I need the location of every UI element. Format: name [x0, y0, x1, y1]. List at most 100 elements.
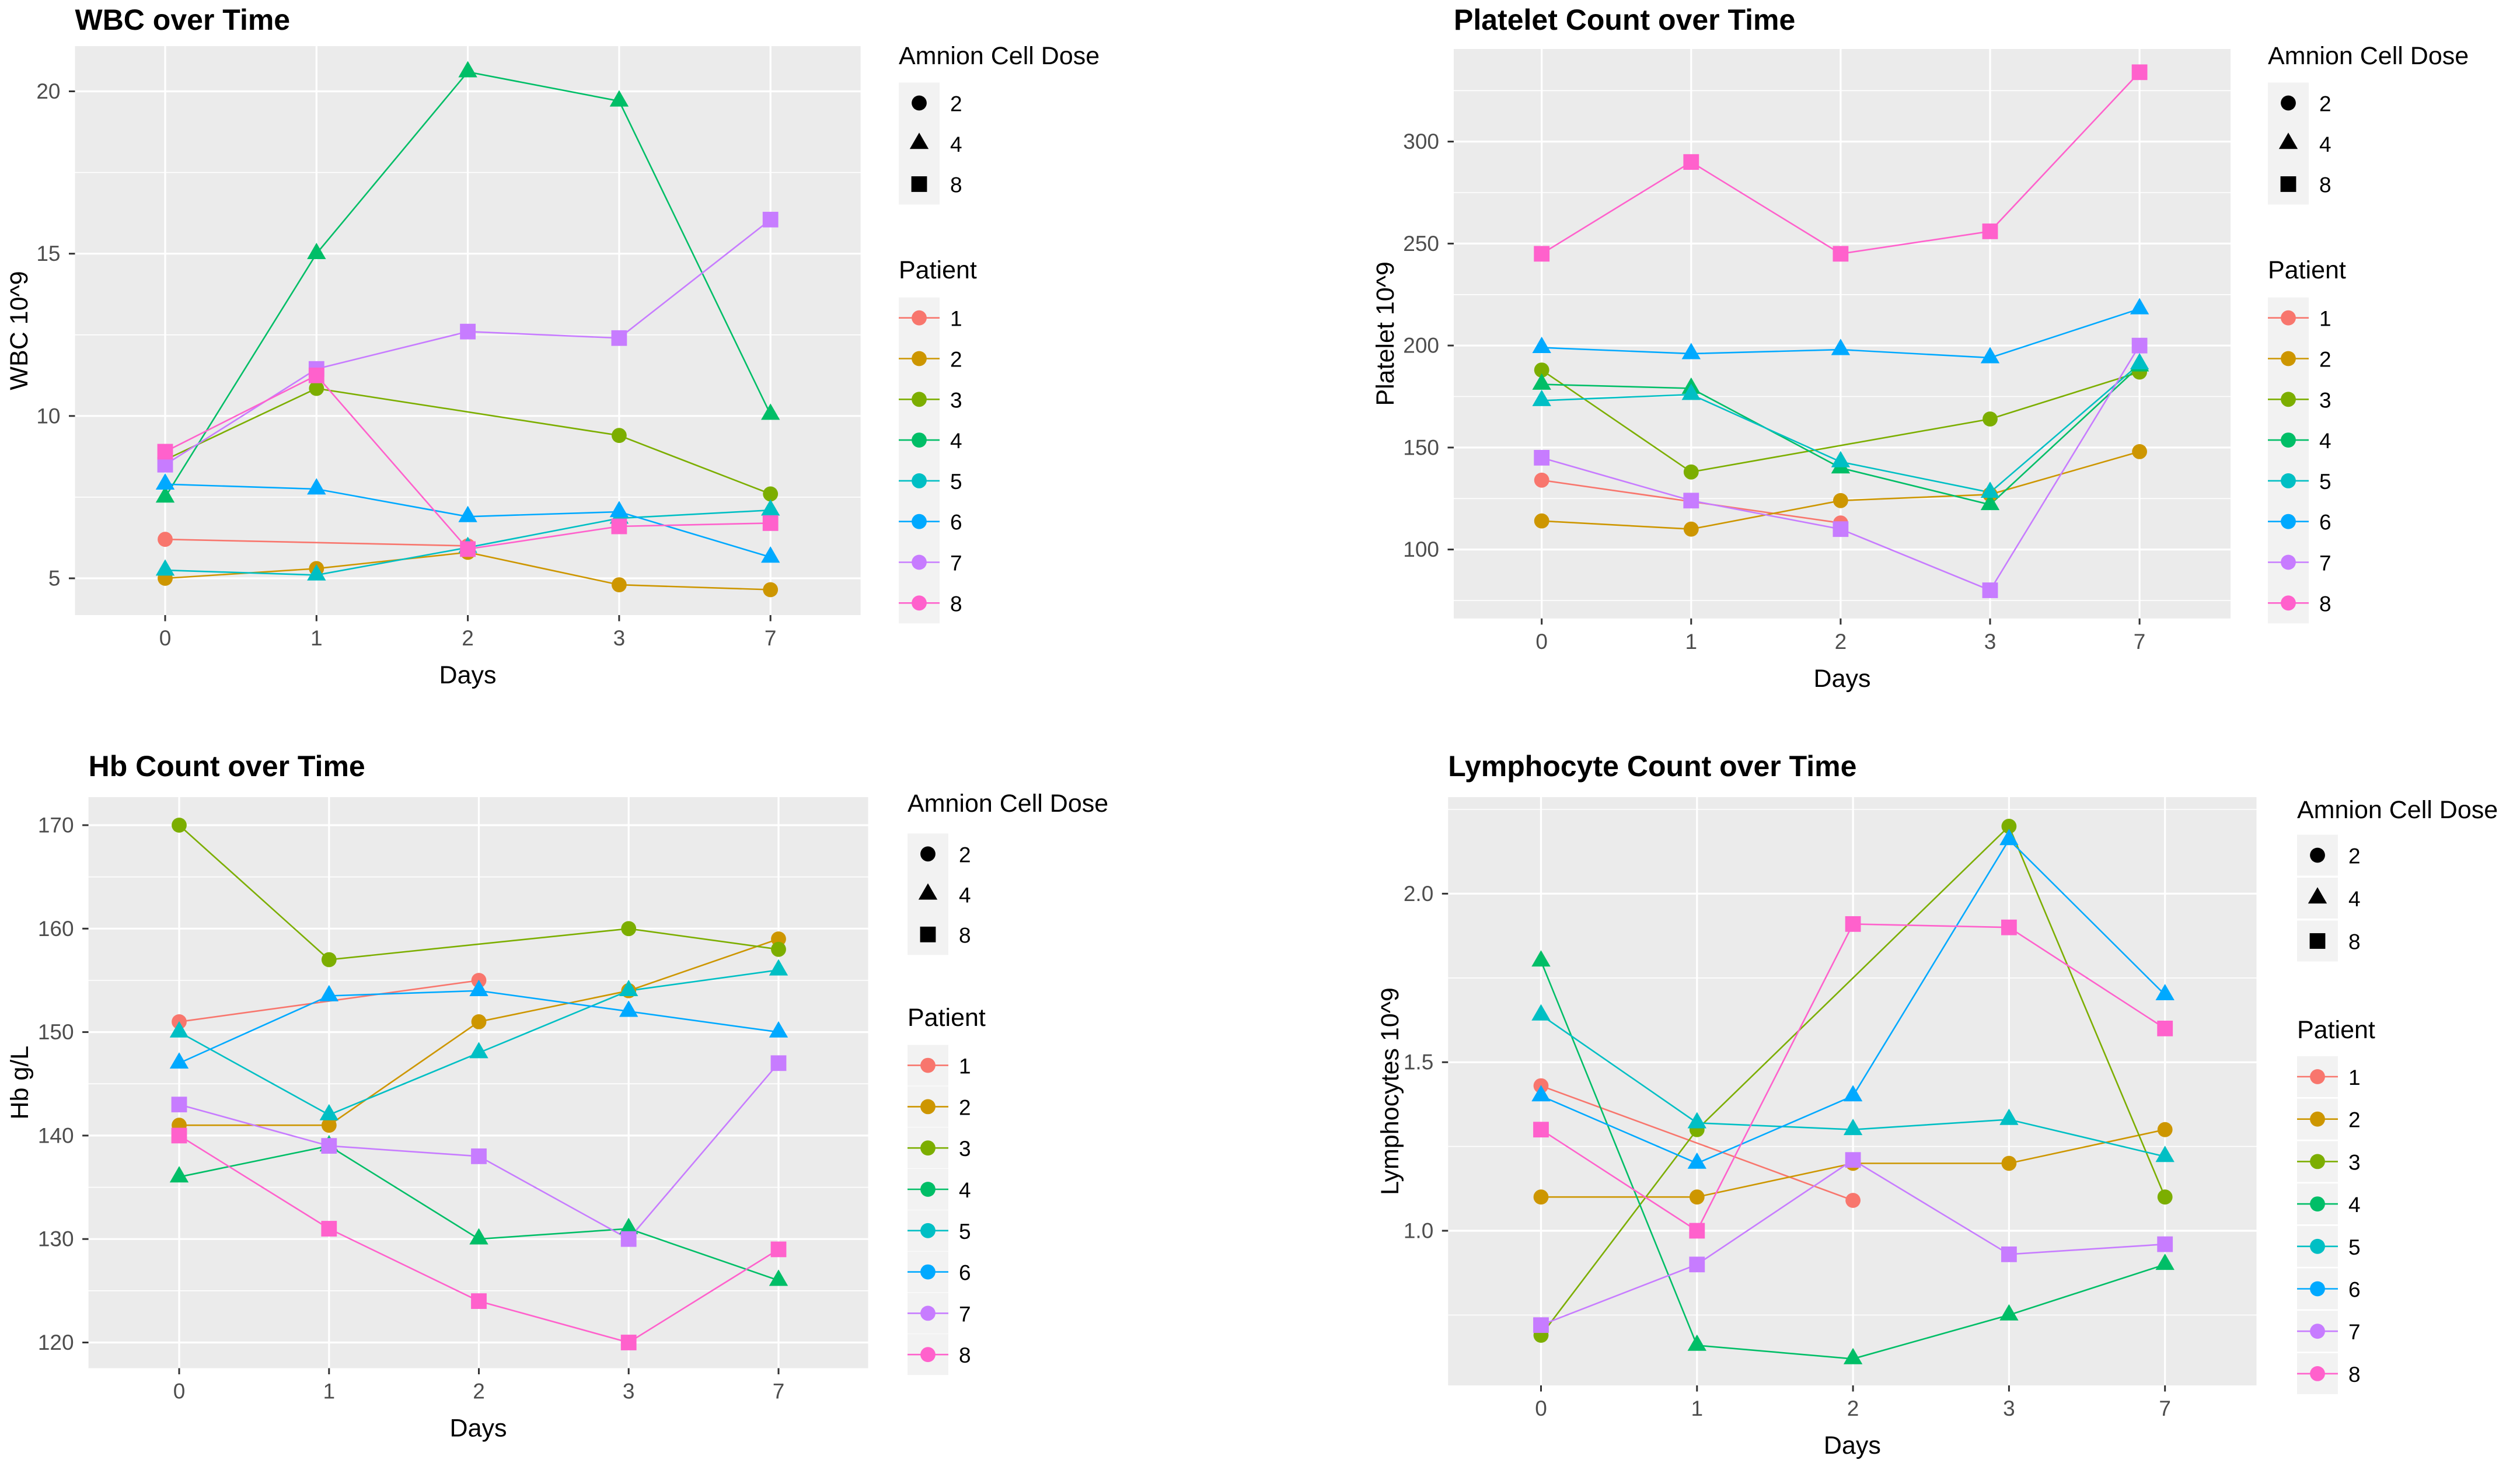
svg-text:3: 3: [950, 388, 962, 412]
svg-text:WBC 10^9: WBC 10^9: [5, 271, 33, 390]
svg-text:120: 120: [38, 1331, 74, 1354]
svg-text:0: 0: [1535, 630, 1548, 654]
svg-text:5: 5: [959, 1220, 971, 1244]
svg-text:7: 7: [2134, 630, 2146, 654]
svg-text:4: 4: [2319, 132, 2331, 156]
svg-text:4: 4: [2319, 429, 2331, 453]
svg-text:Platelet Count over Time: Platelet Count over Time: [1454, 4, 1795, 36]
svg-text:1: 1: [310, 626, 323, 650]
svg-text:2: 2: [1847, 1396, 1859, 1420]
svg-text:Days: Days: [1814, 665, 1871, 693]
svg-text:2: 2: [473, 1380, 485, 1403]
svg-text:2: 2: [2319, 348, 2331, 372]
svg-text:2.0: 2.0: [1404, 882, 1433, 906]
svg-text:2: 2: [462, 626, 474, 650]
svg-text:Lymphocyte Count over Time: Lymphocyte Count over Time: [1448, 750, 1856, 783]
svg-text:0: 0: [159, 626, 172, 650]
svg-text:1: 1: [959, 1055, 971, 1078]
svg-text:130: 130: [38, 1227, 74, 1251]
svg-text:Amnion Cell Dose: Amnion Cell Dose: [899, 42, 1100, 70]
svg-text:2: 2: [959, 1095, 971, 1119]
svg-text:3: 3: [959, 1137, 971, 1161]
svg-text:6: 6: [950, 511, 962, 535]
svg-text:3: 3: [2319, 388, 2331, 412]
svg-text:4: 4: [959, 1178, 971, 1202]
svg-text:10: 10: [36, 404, 60, 428]
svg-text:5: 5: [2348, 1235, 2361, 1259]
svg-text:160: 160: [38, 917, 74, 941]
svg-text:Platelet 10^9: Platelet 10^9: [1371, 261, 1399, 406]
svg-text:100: 100: [1403, 537, 1439, 561]
svg-text:Lymphocytes 10^9: Lymphocytes 10^9: [1376, 987, 1404, 1195]
svg-text:7: 7: [950, 551, 962, 575]
svg-text:Days: Days: [1824, 1431, 1881, 1459]
svg-text:7: 7: [2159, 1396, 2171, 1420]
svg-text:Hb g/L: Hb g/L: [6, 1046, 34, 1120]
svg-text:1: 1: [1685, 630, 1698, 654]
svg-text:Amnion Cell Dose: Amnion Cell Dose: [2297, 796, 2498, 824]
svg-text:2: 2: [2348, 844, 2361, 868]
svg-text:5: 5: [950, 470, 962, 494]
svg-text:170: 170: [38, 813, 74, 837]
svg-text:WBC over Time: WBC over Time: [75, 4, 291, 36]
svg-text:150: 150: [38, 1020, 74, 1044]
svg-text:250: 250: [1403, 232, 1439, 256]
svg-text:1: 1: [2319, 307, 2331, 331]
svg-text:Patient: Patient: [899, 256, 977, 284]
svg-text:Patient: Patient: [2297, 1016, 2375, 1044]
svg-text:4: 4: [950, 429, 962, 453]
svg-text:150: 150: [1403, 435, 1439, 459]
svg-text:2: 2: [950, 92, 962, 116]
svg-text:8: 8: [959, 923, 971, 947]
svg-text:4: 4: [2348, 887, 2361, 911]
svg-text:Patient: Patient: [2268, 256, 2346, 284]
svg-text:6: 6: [2348, 1278, 2361, 1302]
svg-text:7: 7: [2348, 1320, 2361, 1344]
svg-text:7: 7: [773, 1380, 785, 1403]
svg-text:8: 8: [950, 592, 962, 616]
svg-text:1.0: 1.0: [1404, 1219, 1433, 1243]
svg-text:3: 3: [623, 1380, 635, 1403]
svg-text:1.5: 1.5: [1404, 1050, 1433, 1074]
svg-text:7: 7: [765, 626, 777, 650]
svg-text:300: 300: [1403, 130, 1439, 153]
svg-text:4: 4: [959, 883, 971, 907]
svg-text:Patient: Patient: [908, 1004, 986, 1032]
svg-text:Days: Days: [439, 661, 497, 689]
svg-text:6: 6: [959, 1261, 971, 1285]
svg-text:6: 6: [2319, 511, 2331, 535]
svg-text:2: 2: [2319, 92, 2331, 116]
svg-text:1: 1: [950, 307, 962, 331]
svg-text:8: 8: [2319, 173, 2331, 197]
svg-text:8: 8: [950, 173, 962, 197]
svg-text:7: 7: [2319, 551, 2331, 575]
svg-text:4: 4: [2348, 1193, 2361, 1217]
svg-text:8: 8: [2348, 1363, 2361, 1387]
svg-text:5: 5: [2319, 470, 2331, 494]
svg-text:2: 2: [2348, 1108, 2361, 1132]
svg-text:2: 2: [1835, 630, 1847, 654]
svg-text:140: 140: [38, 1123, 74, 1147]
svg-text:8: 8: [2348, 930, 2361, 954]
svg-text:Days: Days: [450, 1415, 507, 1443]
svg-text:15: 15: [36, 242, 60, 266]
svg-text:3: 3: [2348, 1150, 2361, 1174]
svg-text:2: 2: [950, 348, 962, 372]
svg-text:Amnion Cell Dose: Amnion Cell Dose: [2268, 42, 2469, 70]
svg-text:1: 1: [323, 1380, 336, 1403]
svg-text:8: 8: [2319, 592, 2331, 616]
svg-text:Hb Count over Time: Hb Count over Time: [89, 750, 365, 783]
svg-text:3: 3: [613, 626, 626, 650]
svg-text:7: 7: [959, 1302, 971, 1326]
svg-text:1: 1: [2348, 1066, 2361, 1090]
svg-text:3: 3: [2003, 1396, 2015, 1420]
svg-text:4: 4: [950, 132, 962, 156]
svg-text:0: 0: [173, 1380, 186, 1403]
svg-text:1: 1: [1691, 1396, 1704, 1420]
svg-text:8: 8: [959, 1343, 971, 1367]
svg-text:Amnion Cell Dose: Amnion Cell Dose: [908, 790, 1108, 818]
svg-text:20: 20: [36, 79, 60, 103]
svg-text:5: 5: [48, 567, 61, 591]
svg-text:3: 3: [1984, 630, 1997, 654]
svg-text:0: 0: [1535, 1396, 1547, 1420]
